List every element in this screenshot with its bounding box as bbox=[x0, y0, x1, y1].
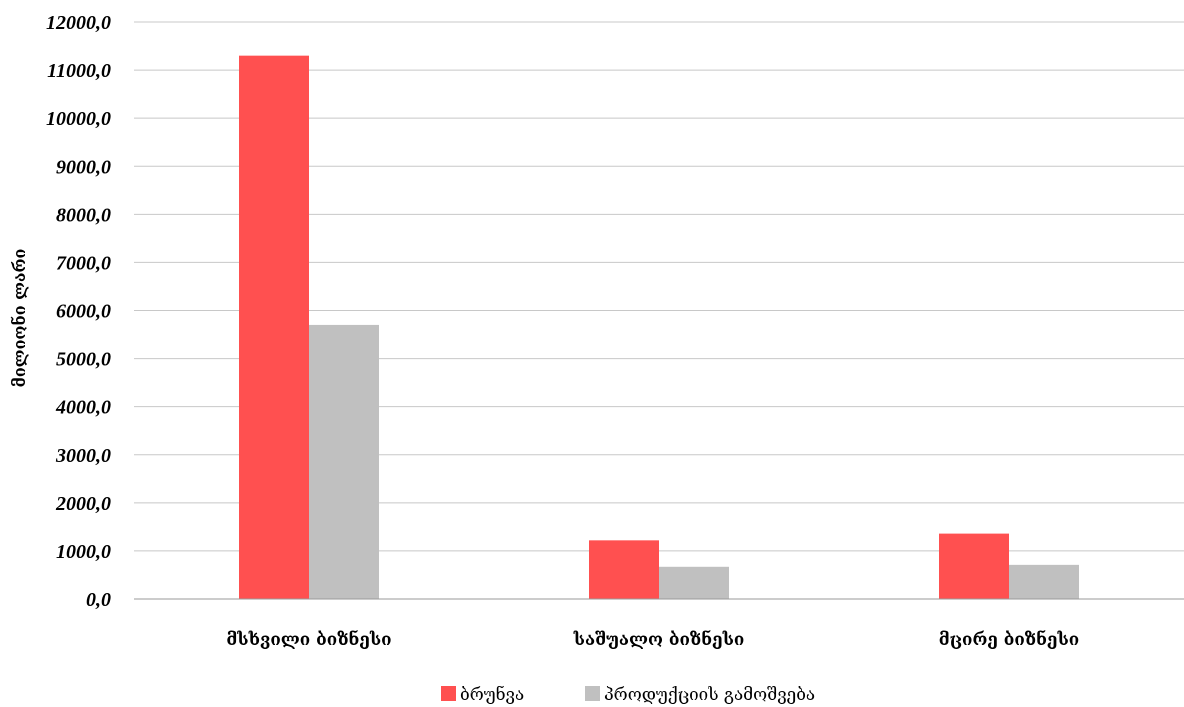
legend-label-turnover: ბრუნვა bbox=[460, 685, 524, 705]
y-tick-label: 1000,0 bbox=[56, 541, 111, 563]
category-label: საშუალო ბიზნესი bbox=[573, 629, 745, 650]
y-tick-label: 4000,0 bbox=[55, 397, 111, 419]
bar-production-2 bbox=[1009, 564, 1079, 599]
legend-swatch-production bbox=[585, 686, 600, 701]
bar-production-1 bbox=[659, 566, 729, 599]
y-tick-label: 3000,0 bbox=[55, 445, 111, 467]
y-tick-label: 0,0 bbox=[86, 589, 111, 611]
y-tick-label: 11000,0 bbox=[47, 60, 111, 82]
category-label: მცირე ბიზნესი bbox=[939, 629, 1079, 650]
legend-swatch-turnover bbox=[441, 686, 456, 701]
bar-turnover-2 bbox=[939, 533, 1009, 599]
bar-turnover-1 bbox=[589, 540, 659, 599]
legend: ბრუნვა პროდუქციის გამოშვება bbox=[441, 685, 815, 705]
bar-turnover-0 bbox=[239, 55, 309, 600]
category-label: მსხვილი ბიზნესი bbox=[226, 629, 391, 650]
y-tick-label: 12000,0 bbox=[46, 12, 111, 34]
y-tick-label: 6000,0 bbox=[56, 301, 111, 323]
y-tick-label: 10000,0 bbox=[46, 108, 111, 130]
y-tick-label: 8000,0 bbox=[56, 204, 111, 226]
y-tick-label: 5000,0 bbox=[56, 349, 111, 371]
category-labels: მსხვილი ბიზნესი საშუალო ბიზნესი მცირე ბიზნ… bbox=[226, 629, 1079, 650]
y-tick-label: 7000,0 bbox=[56, 252, 111, 274]
y-tick-labels: 0,0 1000,0 2000,0 3000,0 4000,0 5000,0 6000,0 7… bbox=[46, 12, 111, 611]
legend-label-production: პროდუქციის გამოშვება bbox=[604, 685, 815, 705]
bar-production-0 bbox=[309, 324, 379, 599]
bars bbox=[239, 55, 1079, 600]
y-axis-title: მილიონი ლარი bbox=[10, 249, 29, 388]
y-tick-label: 2000,0 bbox=[55, 493, 111, 515]
y-tick-label: 9000,0 bbox=[56, 156, 111, 178]
